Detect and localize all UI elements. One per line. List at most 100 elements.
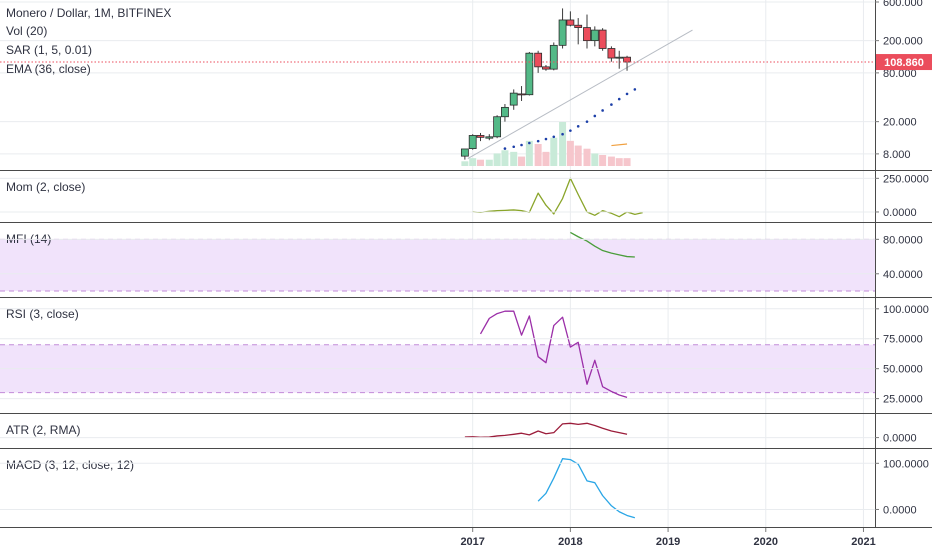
- rsi-axis: 100.0000 75.0000 50.0000 25.0000: [0, 304, 929, 406]
- macd-line[interactable]: [537, 458, 636, 519]
- rsi-line[interactable]: [479, 310, 628, 399]
- sar-dot: [536, 139, 540, 143]
- candles: [460, 8, 631, 160]
- volume-bar: [542, 151, 550, 166]
- sar-dot: [585, 120, 589, 123]
- volume-bar: [461, 161, 469, 166]
- candle-body[interactable]: [558, 19, 567, 46]
- rsi-tick-label: 75.0000: [883, 334, 923, 346]
- candle-body[interactable]: [509, 92, 518, 106]
- rsi-tick-label: 100.0000: [883, 304, 929, 316]
- candle-body[interactable]: [476, 135, 485, 138]
- price-tick-label: 20.000: [883, 117, 917, 129]
- legend-sar: SAR (1, 5, 0.01): [6, 43, 92, 57]
- candle-body[interactable]: [583, 27, 591, 42]
- volume-bar: [518, 156, 526, 166]
- candle-body[interactable]: [623, 56, 631, 63]
- mom-tick-label: 250.0000: [883, 173, 929, 185]
- time-tick-label: 2021: [851, 536, 875, 548]
- volume-bar: [623, 158, 631, 166]
- volume-bar: [607, 156, 615, 166]
- price-tick-label: 200.000: [883, 36, 923, 48]
- sar-dot: [503, 147, 507, 150]
- price-tick-label: 600.000: [883, 0, 923, 9]
- rsi-pane: RSI (3, close): [0, 307, 875, 399]
- mfi-tick-label: 40.0000: [883, 269, 923, 281]
- mfi-band-fill: [0, 239, 875, 291]
- volume-bar: [485, 159, 493, 166]
- candle-body[interactable]: [517, 93, 526, 96]
- rsi-tick-label: 50.0000: [883, 364, 923, 376]
- candle-body[interactable]: [574, 24, 583, 28]
- sar-series: [503, 88, 637, 150]
- volume-bar: [525, 140, 533, 166]
- time-tick-label: 2017: [460, 536, 484, 548]
- mom-label: Mom (2, close): [6, 180, 85, 194]
- atr-label: ATR (2, RMA): [6, 423, 80, 437]
- mom-tick-label: 0.0000: [883, 207, 917, 219]
- mom-pane: Mom (2, close): [6, 177, 643, 218]
- sar-dot: [610, 103, 613, 106]
- volume-bar: [469, 158, 477, 166]
- sar-dot: [528, 141, 531, 145]
- candle-body[interactable]: [549, 44, 558, 70]
- macd-label: MACD (3, 12, close, 12): [6, 458, 134, 472]
- candle-body[interactable]: [534, 52, 543, 68]
- volume-bar: [559, 122, 567, 166]
- sar-dot: [576, 125, 580, 128]
- candle-body[interactable]: [542, 66, 550, 70]
- sar-dot: [569, 129, 572, 132]
- macd-tick-label: 0.0000: [883, 504, 917, 516]
- atr-pane: ATR (2, RMA): [6, 422, 628, 438]
- rsi-tick-label: 25.0000: [883, 394, 923, 406]
- macd-pane: MACD (3, 12, close, 12): [6, 458, 636, 519]
- volume-bar: [501, 150, 509, 166]
- mfi-tick-label: 80.0000: [883, 234, 923, 246]
- trend-line[interactable]: [467, 29, 693, 160]
- candle-body[interactable]: [493, 116, 502, 138]
- volume-bar: [534, 144, 542, 166]
- candle-body[interactable]: [468, 135, 477, 149]
- sar-dot: [520, 143, 523, 147]
- candle-body[interactable]: [615, 56, 624, 59]
- last-price-badge: [876, 54, 932, 71]
- last-price-label: 108.860: [884, 57, 924, 69]
- volume-bar: [566, 140, 574, 166]
- volume-bars: [461, 122, 631, 166]
- volume-bar: [583, 148, 591, 166]
- mom-line[interactable]: [472, 177, 643, 218]
- rsi-label: RSI (3, close): [6, 307, 79, 321]
- candle-body[interactable]: [525, 52, 534, 96]
- candle-body[interactable]: [485, 136, 494, 139]
- macd-axis: 100.0000 0.0000: [0, 458, 929, 516]
- candle-body[interactable]: [598, 29, 607, 49]
- candle-body[interactable]: [607, 48, 616, 59]
- candle-body[interactable]: [590, 29, 599, 42]
- atr-axis: 0.0000: [0, 433, 917, 445]
- volume-ma-line: [611, 143, 628, 147]
- macd-tick-label: 100.0000: [883, 458, 929, 470]
- time-tick-label: 2020: [754, 536, 778, 548]
- atr-tick-label: 0.0000: [883, 433, 917, 445]
- candle-body[interactable]: [501, 106, 509, 118]
- price-tick-label: 8.000: [883, 149, 911, 161]
- volume-bar: [493, 153, 501, 166]
- legend-vol: Vol (20): [6, 24, 47, 38]
- candle-body[interactable]: [566, 19, 575, 26]
- chart-title: Monero / Dollar, 1M, BITFINEX: [6, 6, 171, 20]
- atr-line[interactable]: [464, 422, 628, 438]
- sar-dot: [593, 114, 597, 118]
- main-legend: Monero / Dollar, 1M, BITFINEX Vol (20) SAR…: [6, 6, 171, 76]
- mfi-line[interactable]: [570, 231, 635, 258]
- sar-dot: [617, 97, 621, 101]
- sar-dot: [561, 132, 564, 136]
- price-axis: 600.000 200.000 80.000 20.000 8.000: [0, 0, 923, 161]
- candle-body[interactable]: [460, 148, 469, 157]
- volume-bar: [599, 155, 607, 166]
- price-tick-label: 80.000: [883, 68, 917, 80]
- sar-dot: [601, 109, 604, 112]
- legend-ema: EMA (36, close): [6, 62, 91, 76]
- sar-dot: [552, 135, 556, 139]
